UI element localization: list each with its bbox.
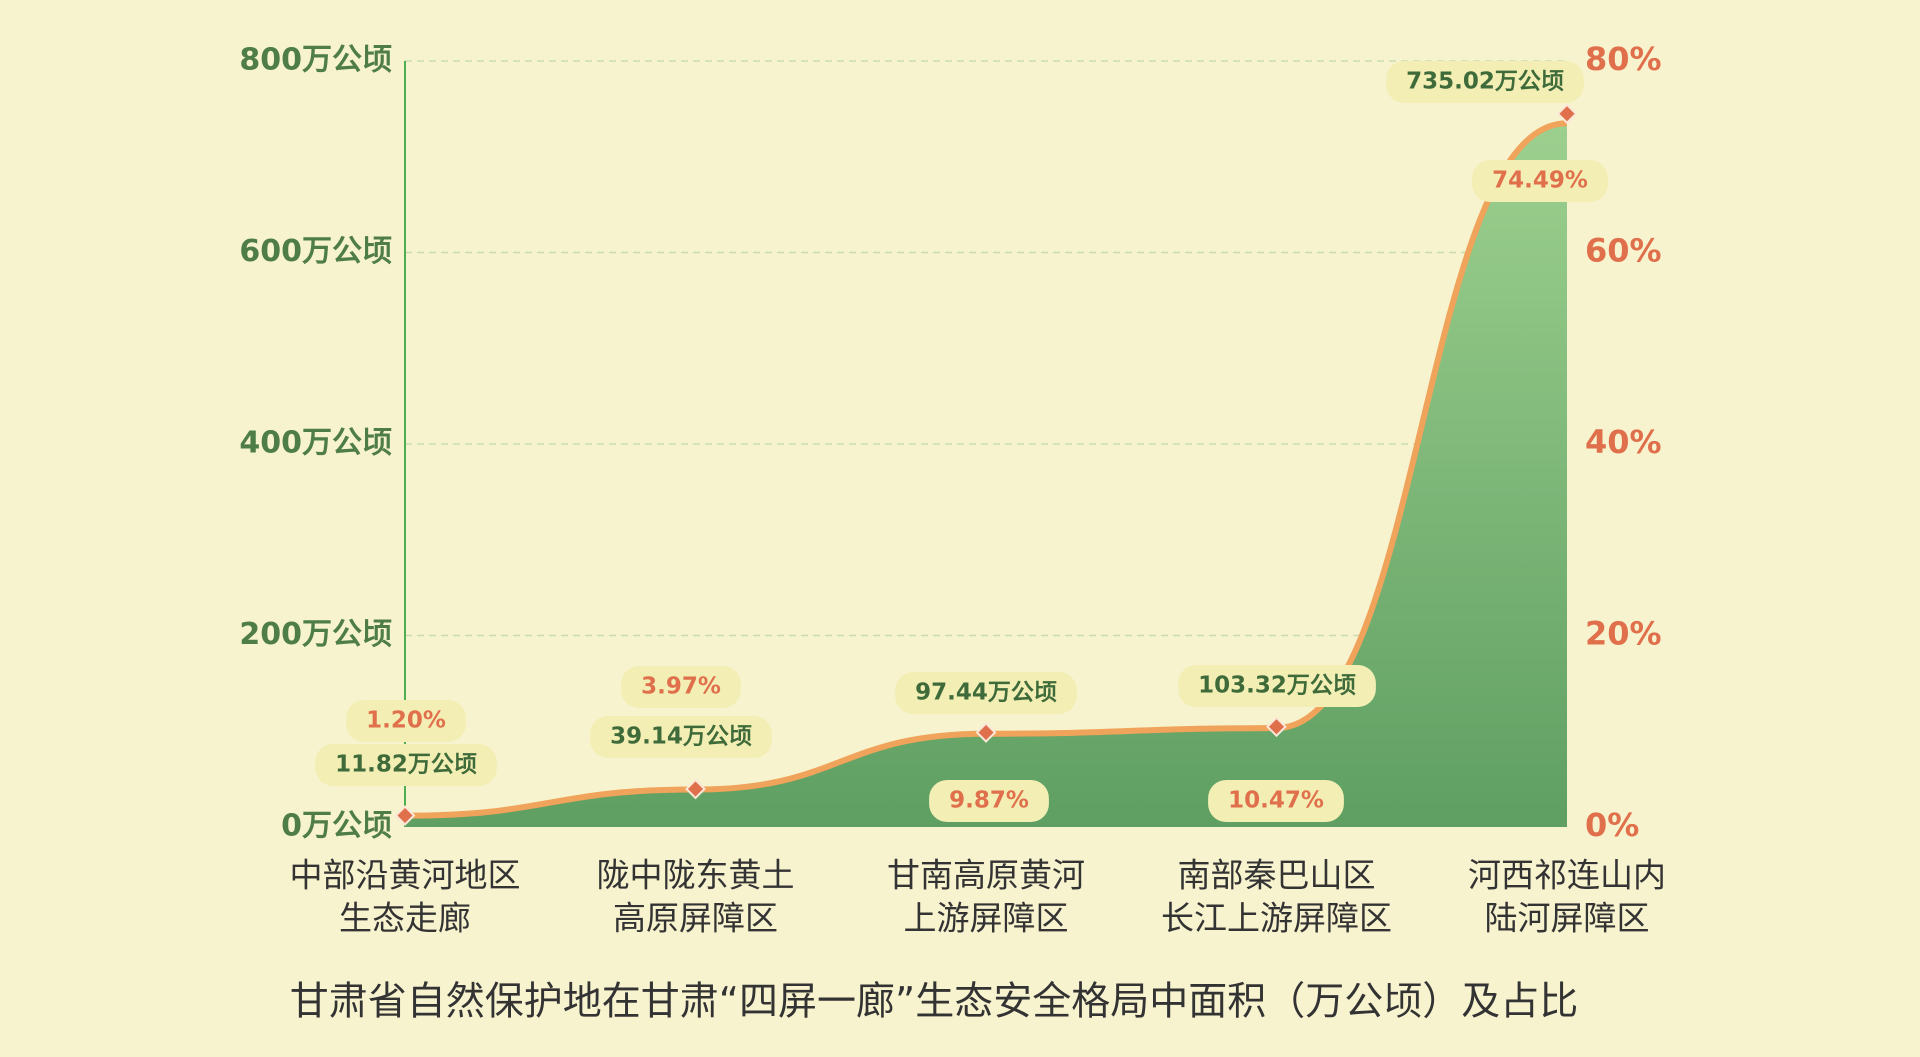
y2-tick-label: 60% (1585, 232, 1662, 270)
y-tick-label: 0万公顷 (281, 809, 392, 844)
x-tick-label: 上游屏障区 (904, 899, 1069, 938)
value-label-bg (315, 744, 497, 786)
y-tick-label: 800万公顷 (239, 43, 392, 78)
percent-label-bg (621, 666, 741, 708)
y2-tick-label: 0% (1585, 806, 1639, 844)
x-tick-label: 河西祁连山内 (1468, 856, 1666, 895)
marker (1556, 103, 1578, 125)
y-tick-label: 400万公顷 (239, 426, 392, 461)
percent-label: 10.47% (1228, 788, 1324, 814)
value-label: 11.82万公顷 (335, 752, 477, 778)
x-tick-label: 陇中陇东黄土 (597, 856, 795, 895)
x-tick-label: 中部沿黄河地区 (290, 856, 521, 895)
percent-label-bg (346, 700, 466, 742)
value-label: 39.14万公顷 (610, 724, 752, 750)
x-tick-label: 生态走廊 (339, 899, 471, 938)
value-label-bg (895, 672, 1077, 714)
chart-title: 甘肃省自然保护地在甘肃“四屏一廊”生态安全格局中面积（万公顷）及占比 (290, 980, 1578, 1025)
x-tick-label: 陆河屏障区 (1485, 899, 1650, 938)
value-label: 103.32万公顷 (1198, 673, 1356, 699)
x-tick-label: 高原屏障区 (613, 899, 778, 938)
marker (685, 778, 706, 800)
x-tick-label: 甘南高原黄河 (887, 856, 1085, 895)
marker (1266, 716, 1287, 738)
line (404, 120, 1568, 819)
y-tick-label: 600万公顷 (239, 234, 392, 269)
percent-label-bg (1208, 780, 1344, 822)
area (405, 123, 1567, 827)
percent-label: 1.20% (366, 708, 446, 734)
y2-tick-label: 40% (1585, 423, 1662, 461)
percent-label: 74.49% (1492, 168, 1588, 194)
percent-label: 9.87% (949, 788, 1029, 814)
value-label: 735.02万公顷 (1406, 69, 1564, 95)
y2-tick-label: 20% (1585, 615, 1662, 653)
y2-tick-label: 80% (1585, 40, 1662, 78)
x-tick-label: 长江上游屏障区 (1161, 899, 1392, 938)
y-tick-label: 200万公顷 (239, 617, 392, 652)
percent-label-bg (1472, 160, 1608, 202)
x-tick-label: 南部秦巴山区 (1178, 856, 1376, 895)
value-label-bg (1386, 61, 1584, 103)
percent-label: 3.97% (641, 674, 721, 700)
percent-label-bg (929, 780, 1049, 822)
marker (394, 805, 416, 826)
value-label: 97.44万公顷 (915, 680, 1057, 706)
value-label-bg (1178, 665, 1376, 707)
marker (975, 722, 997, 743)
value-label-bg (590, 716, 772, 758)
